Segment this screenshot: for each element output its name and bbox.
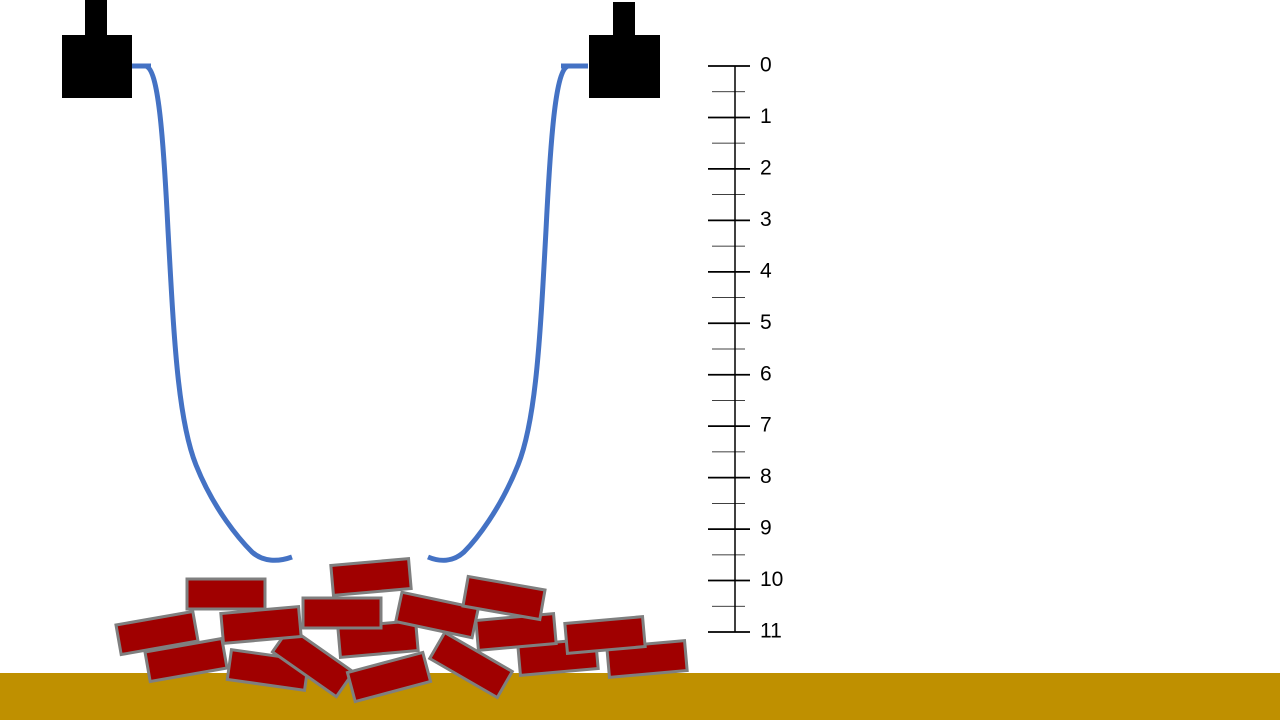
right-post (613, 2, 635, 36)
right-support (589, 2, 660, 98)
left-support (62, 0, 132, 98)
brick (329, 557, 413, 597)
tick-label: 1 (760, 105, 772, 128)
left-post (85, 0, 107, 36)
tick-label: 2 (760, 156, 772, 179)
brick (114, 609, 200, 657)
brick-pile (114, 557, 689, 704)
brick (563, 615, 647, 655)
brick (461, 574, 547, 622)
brick (474, 612, 558, 652)
left-block (62, 35, 132, 98)
brick (301, 596, 383, 630)
ruler: 0 1 2 3 4 5 6 7 8 9 10 11 (708, 54, 783, 643)
brick (345, 650, 433, 704)
brick (185, 577, 267, 611)
right-cable (427, 63, 588, 563)
tick-label: 9 (760, 517, 772, 540)
brick (427, 630, 515, 700)
tick-label: 3 (760, 208, 772, 231)
tick-label: 0 (760, 54, 772, 77)
tick-label: 6 (760, 362, 772, 385)
tick-label: 7 (760, 414, 772, 437)
brick (393, 590, 481, 640)
brick (219, 605, 303, 645)
tick-label: 5 (760, 311, 772, 334)
tick-label: 10 (760, 568, 783, 591)
left-cable (132, 63, 293, 563)
right-block (589, 35, 660, 98)
tick-label: 4 (760, 259, 772, 282)
tick-label: 8 (760, 465, 772, 488)
ground (0, 673, 1280, 720)
tick-label: 11 (760, 620, 782, 643)
brick (143, 636, 229, 684)
